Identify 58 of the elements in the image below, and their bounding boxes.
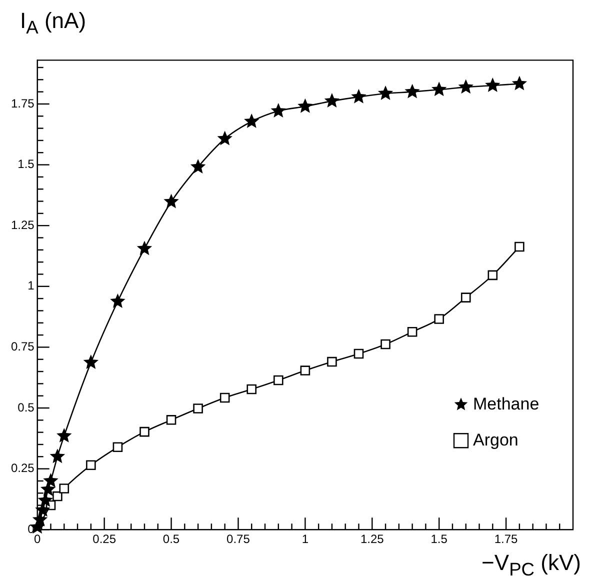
point — [38, 492, 53, 507]
point — [434, 314, 444, 324]
y-tick-label: 1 — [28, 278, 35, 293]
y-axis-title: I$_{A}$ (nA) — [20, 8, 86, 38]
point — [488, 270, 498, 280]
x-tick-label: 1.75 — [494, 532, 518, 546]
y-tick-label: 1.25 — [10, 218, 35, 232]
point — [485, 77, 500, 92]
point — [56, 428, 72, 442]
point — [220, 392, 230, 403]
point — [164, 194, 179, 208]
point — [378, 86, 394, 100]
point — [407, 326, 418, 337]
point — [458, 79, 474, 94]
point — [112, 442, 123, 452]
point — [324, 93, 340, 108]
x-tick-label: 0.25 — [92, 532, 116, 546]
point — [274, 375, 284, 386]
x-tick-label: 1 — [302, 532, 309, 546]
x-tick-label: 0.5 — [162, 532, 180, 546]
point — [246, 384, 257, 394]
point — [59, 484, 70, 494]
point — [460, 292, 471, 302]
point — [136, 240, 152, 256]
point — [354, 348, 364, 359]
x-axis-title: −V$_{PC}$ (kV) — [482, 550, 581, 580]
x-tick-label: 1.25 — [360, 532, 384, 546]
point — [431, 82, 447, 96]
point — [193, 404, 203, 414]
point — [140, 426, 150, 437]
y-tick-label: 0.75 — [10, 340, 35, 354]
point — [190, 158, 206, 174]
point — [43, 472, 58, 488]
point — [244, 113, 260, 128]
point — [298, 98, 313, 113]
point — [83, 354, 99, 369]
point — [166, 415, 176, 425]
y-tick-label: 0.5 — [18, 400, 35, 414]
legend-label: Methane — [473, 394, 540, 414]
point — [86, 460, 96, 470]
point — [50, 448, 66, 464]
y-tick-label: 1.75 — [10, 96, 35, 110]
point — [380, 339, 390, 350]
point — [351, 88, 366, 104]
y-tick-label: 1.5 — [18, 157, 35, 172]
point — [52, 491, 62, 502]
point — [270, 103, 286, 118]
x-tick-label: 1.5 — [430, 532, 448, 546]
x-tick-label: 0.75 — [226, 532, 250, 546]
point — [404, 84, 420, 98]
point — [514, 242, 524, 252]
y-tick-label: 0.25 — [10, 461, 35, 476]
legend-label: Argon — [473, 430, 518, 450]
point — [300, 366, 310, 376]
point — [110, 293, 126, 308]
point — [327, 356, 337, 367]
point — [512, 76, 528, 90]
point — [217, 130, 232, 146]
